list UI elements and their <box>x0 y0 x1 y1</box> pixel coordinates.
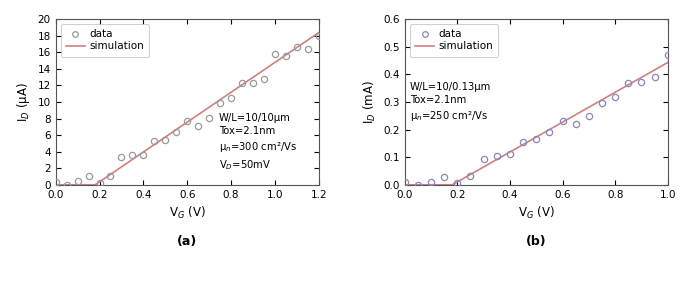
simulation <box>486 161 495 165</box>
data <box>84 174 93 177</box>
data <box>637 80 645 84</box>
simulation <box>591 102 600 105</box>
data <box>194 125 202 128</box>
data <box>216 101 224 105</box>
simulation <box>241 81 249 84</box>
data <box>493 154 501 157</box>
data <box>480 157 488 161</box>
data <box>129 153 137 157</box>
data <box>183 119 191 122</box>
data <box>260 77 268 80</box>
data <box>95 182 104 185</box>
Y-axis label: I$_{D}$ (μA): I$_{D}$ (μA) <box>15 82 32 122</box>
data <box>62 183 70 187</box>
simulation <box>217 97 225 101</box>
simulation <box>83 183 91 187</box>
data <box>440 176 448 179</box>
simulation <box>504 151 513 154</box>
Legend: data, simulation: data, simulation <box>61 24 149 57</box>
Legend: data, simulation: data, simulation <box>410 24 498 57</box>
X-axis label: V$_G$ (V): V$_G$ (V) <box>518 205 555 221</box>
Line: simulation: simulation <box>56 33 319 185</box>
simulation <box>52 183 60 187</box>
data <box>150 140 158 143</box>
data <box>73 179 82 183</box>
simulation <box>590 102 598 106</box>
Text: W/L=10/10μm
Tox=2.1nm
μ$_n$=300 cm²/Vs
V$_D$=50mV: W/L=10/10μm Tox=2.1nm μ$_n$=300 cm²/Vs V… <box>219 113 297 172</box>
data <box>303 47 312 51</box>
data <box>427 180 435 183</box>
data <box>624 81 632 85</box>
data <box>117 156 126 159</box>
simulation <box>401 183 409 187</box>
data <box>414 183 422 187</box>
data <box>466 174 475 177</box>
data <box>532 138 540 141</box>
data <box>271 52 279 55</box>
data <box>314 34 323 38</box>
data <box>139 153 147 157</box>
data <box>519 140 527 144</box>
data <box>227 97 235 100</box>
simulation <box>243 80 251 83</box>
data <box>506 153 514 156</box>
data <box>558 119 567 123</box>
data <box>52 180 60 184</box>
Line: simulation: simulation <box>405 62 668 185</box>
simulation <box>314 31 323 34</box>
simulation <box>433 183 441 187</box>
simulation <box>138 152 146 155</box>
data <box>401 181 409 184</box>
data <box>161 138 169 142</box>
data <box>545 130 553 134</box>
simulation <box>566 116 574 120</box>
Text: W/L=10/0.13μm
Tox=2.1nm
μ$_n$=250 cm²/Vs: W/L=10/0.13μm Tox=2.1nm μ$_n$=250 cm²/Vs <box>410 82 491 124</box>
Line: data: data <box>53 33 322 188</box>
data <box>205 116 214 119</box>
Text: (b): (b) <box>526 235 547 248</box>
Line: data: data <box>401 52 671 188</box>
data <box>249 81 257 85</box>
Text: (a): (a) <box>177 235 198 248</box>
X-axis label: V$_G$ (V): V$_G$ (V) <box>169 205 206 221</box>
data <box>663 53 672 57</box>
data <box>106 174 115 178</box>
data <box>611 95 619 99</box>
simulation <box>663 61 672 64</box>
Y-axis label: I$_{D}$ (mA): I$_{D}$ (mA) <box>361 80 378 124</box>
data <box>585 114 593 117</box>
data <box>282 55 290 58</box>
data <box>292 45 301 49</box>
data <box>598 101 606 104</box>
data <box>238 81 246 85</box>
data <box>571 122 580 126</box>
simulation <box>155 139 164 142</box>
data <box>453 181 462 185</box>
data <box>172 131 180 134</box>
data <box>650 75 659 79</box>
